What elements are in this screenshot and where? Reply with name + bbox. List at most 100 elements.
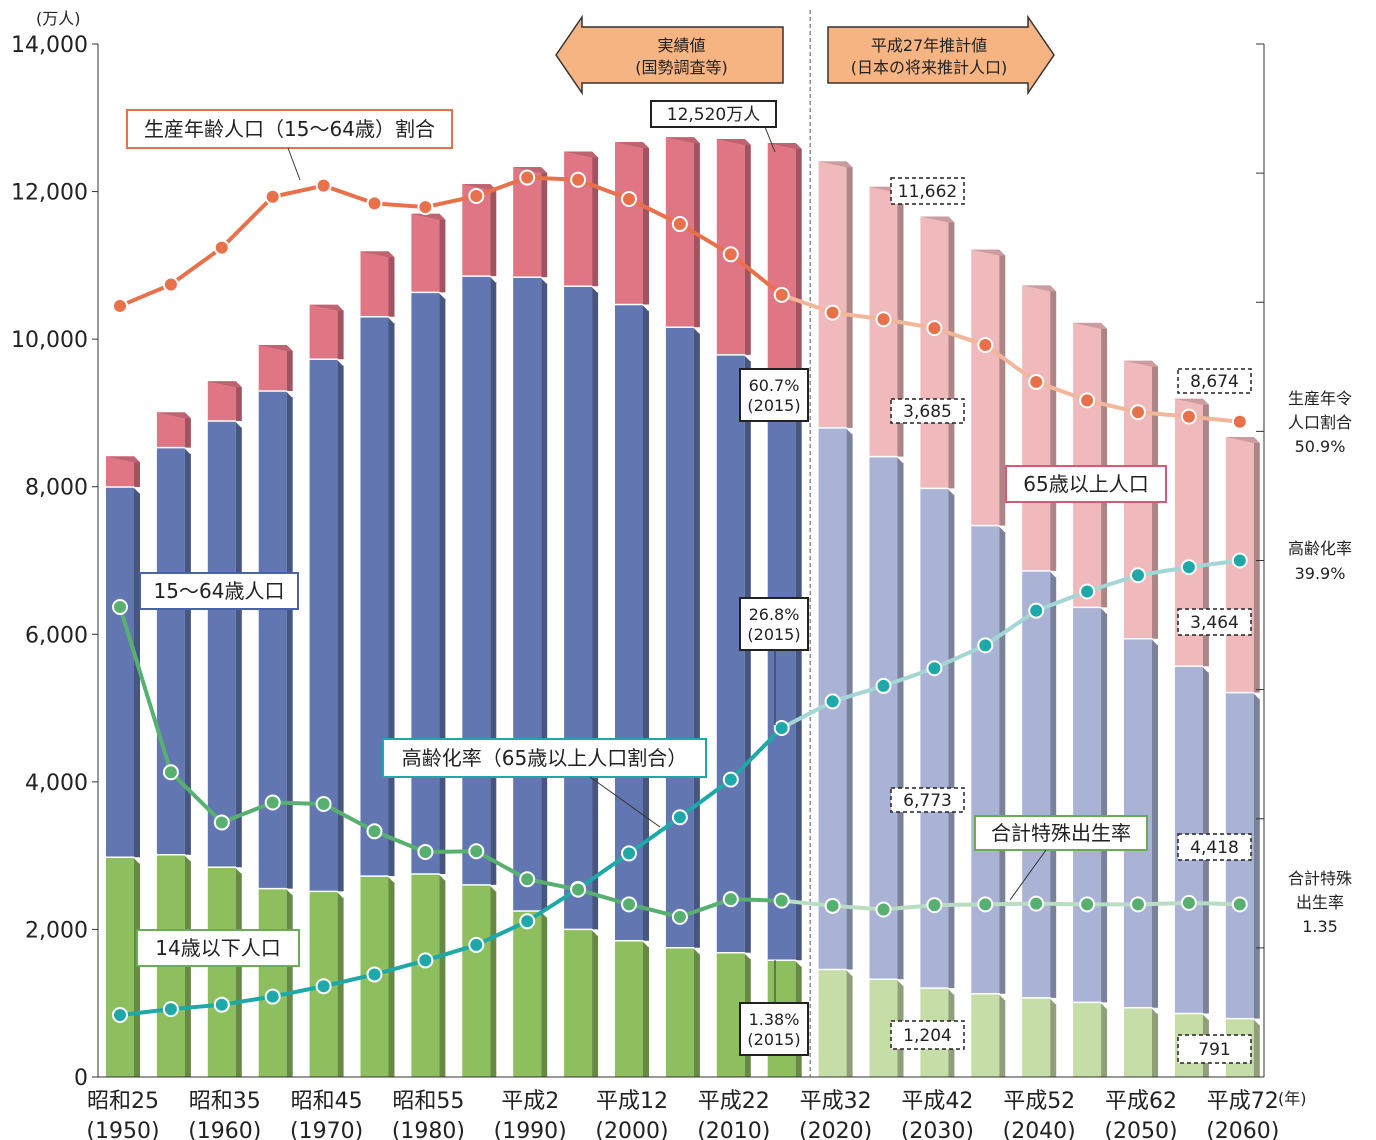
label-elderly-pop-box [1005, 465, 1167, 503]
bar-segment [716, 354, 745, 953]
banner-projected [827, 14, 1055, 96]
x-tick-label-era: 昭和35 [189, 1089, 261, 1114]
bar-separator [133, 486, 141, 494]
axes-layer: 0 2,000 4,000 6,000 8,000 10,000 12,000 14,000 (… [11, 9, 1306, 1140]
line-point [519, 913, 536, 930]
line-projected [781, 292, 1241, 424]
x-tick-label-era: 平成42 [901, 1089, 973, 1114]
bar-segment [1124, 1007, 1152, 1077]
bar-side [643, 940, 649, 1077]
bar-segment [1022, 997, 1051, 1077]
x-tick-label-year: (2030) [901, 1119, 974, 1140]
x-tick-label-era: 昭和55 [392, 1089, 464, 1114]
bar-top [258, 344, 293, 351]
bar-top [156, 412, 191, 419]
x-tick-label-year: (1980) [392, 1119, 465, 1140]
bar-side [948, 216, 955, 489]
bar-side [286, 391, 293, 889]
right-label-fertility: 合計特殊出生率 1.35 [1288, 869, 1352, 936]
bar-side [235, 381, 242, 422]
label-working-ratio-text: 生産年齢人口（15〜64歳）割合 [144, 117, 435, 141]
line-point [1079, 583, 1096, 600]
x-tick-label-year: (2040) [1003, 1119, 1076, 1140]
x-tick-label-era: 平成32 [800, 1089, 872, 1114]
bar-separator [387, 875, 396, 883]
x-tick-label-era: 平成12 [596, 1089, 668, 1114]
right-label-ratio: 生産年令人口割合 50.9% [1288, 389, 1352, 456]
leader-total-2015 [764, 126, 776, 153]
bar-side [134, 456, 140, 488]
bar-separator [387, 316, 396, 324]
line-point [926, 320, 943, 337]
bar-segment [411, 874, 440, 1077]
line-point [570, 171, 587, 188]
line-point [1231, 413, 1248, 430]
bar-segment [207, 381, 236, 422]
line-point [773, 892, 790, 909]
line-point [213, 996, 230, 1013]
bar-side [1101, 1002, 1108, 1077]
bar-segment [156, 412, 185, 448]
line-point [1028, 602, 1045, 619]
right-label-aging: 高齢化率 39.9% [1288, 539, 1352, 583]
bar-separator [591, 928, 599, 936]
line-point [875, 901, 892, 918]
bar-side [1050, 997, 1057, 1077]
line-point [417, 843, 434, 860]
bar-side [999, 249, 1006, 526]
bar-segment [665, 137, 694, 328]
bar-side [388, 251, 395, 317]
bar-top [818, 161, 853, 168]
bar-separator [1253, 1018, 1261, 1026]
bar-separator [744, 952, 752, 960]
line-point [1130, 567, 1146, 584]
banner-actual-text: 実績値(国勢調査等) [635, 36, 728, 77]
x-tick-label-year: (2010) [697, 1119, 770, 1140]
bar-top [615, 142, 649, 149]
line-point [366, 195, 383, 212]
line-point [671, 908, 688, 925]
bar-top [309, 304, 344, 311]
line-point [468, 936, 485, 953]
banner-actual [555, 14, 784, 96]
line-point [926, 660, 943, 677]
bar-segment [258, 391, 287, 889]
label-working-2060-text: 4,418 [1190, 838, 1239, 858]
bar-side [337, 304, 344, 360]
x-tick-label-era: 平成22 [698, 1089, 770, 1114]
bar-separator [998, 525, 1006, 533]
bar-side [541, 167, 548, 278]
label-total-2060-box [1177, 368, 1252, 394]
label-aging-rate-text: 高齢化率（65歳以上人口割合） [402, 746, 687, 770]
leader-working-ratio [287, 147, 301, 181]
line-point [773, 286, 790, 303]
bar-separator [235, 420, 243, 428]
line-point [722, 771, 739, 788]
bar-segment [156, 447, 185, 855]
label-fertility-2015-box [739, 1002, 809, 1056]
bar-separator [947, 487, 955, 495]
bar-side [286, 888, 293, 1077]
bar-segment [818, 969, 847, 1077]
bar-top [360, 251, 395, 258]
bar-top [513, 167, 548, 174]
line-point [1028, 373, 1045, 390]
line-layer [112, 169, 1248, 1024]
label-working-2030-text: 6,773 [903, 791, 952, 811]
line-point [264, 188, 281, 205]
bar-side [1152, 1007, 1158, 1077]
label-child-2060-box [1177, 1034, 1252, 1064]
label-total-2060-text: 8,674 [1190, 372, 1239, 392]
bar-side [490, 884, 497, 1077]
line-point [824, 897, 841, 914]
bar-segment [767, 143, 796, 390]
bar-segment [615, 142, 643, 305]
bar-side [286, 344, 293, 392]
bar-top [564, 151, 599, 158]
bar-separator [1100, 606, 1108, 614]
label-total-2030-text: 11,662 [898, 182, 957, 202]
line-point [570, 881, 587, 898]
line-actual [119, 726, 784, 1018]
bar-separator [846, 968, 854, 977]
label-ratio-2015-box [739, 368, 809, 422]
